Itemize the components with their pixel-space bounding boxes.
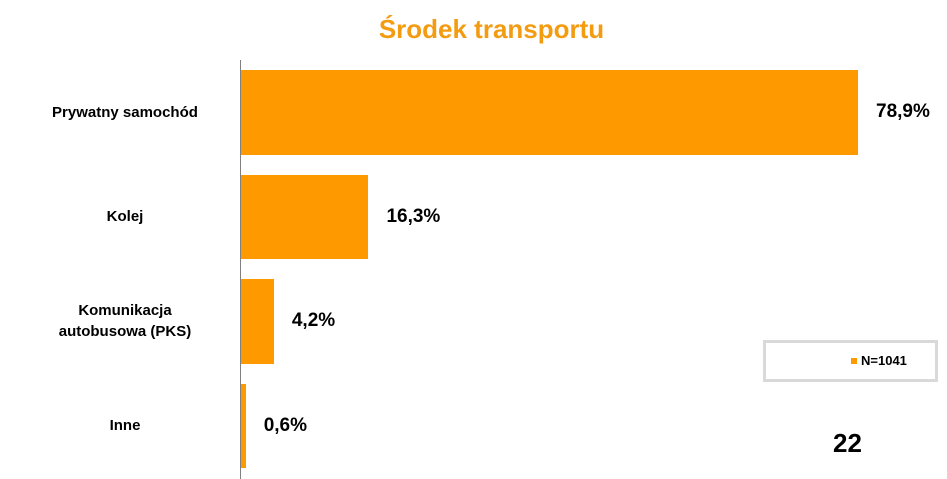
category-label: Prywatny samochód — [25, 60, 225, 165]
page-number: 22 — [833, 428, 862, 458]
value-label: 16,3% — [386, 205, 441, 227]
chart-title: Środek transportu — [378, 14, 605, 44]
value-label: 0,6% — [263, 414, 307, 436]
category-text: Komunikacja autobusowa (PKS) — [58, 302, 192, 341]
category-label: Kolej — [25, 165, 225, 270]
category-text: Inne — [109, 417, 141, 435]
category-label: Komunikacja autobusowa (PKS) — [25, 269, 225, 374]
category-text: Prywatny samochód — [52, 103, 198, 121]
bar — [241, 70, 858, 155]
legend-label: N=1041 — [861, 353, 907, 368]
bar — [241, 174, 369, 259]
category-axis — [240, 60, 241, 479]
legend-swatch — [851, 358, 857, 364]
legend: N=1041 — [763, 340, 938, 382]
bar — [241, 383, 246, 468]
category-text: Kolej — [106, 208, 144, 226]
value-label: 4,2% — [291, 310, 336, 332]
bar — [241, 279, 274, 364]
value-label: 78,9% — [876, 101, 930, 123]
category-label: Inne — [25, 374, 225, 479]
